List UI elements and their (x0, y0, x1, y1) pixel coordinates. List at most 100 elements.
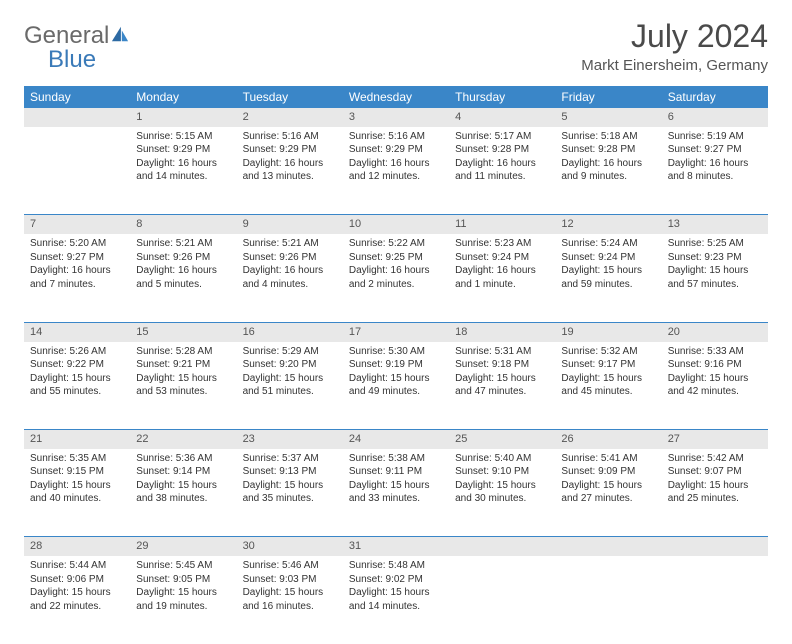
day-cell: Sunrise: 5:42 AMSunset: 9:07 PMDaylight:… (662, 449, 768, 537)
day-number: 25 (449, 430, 555, 449)
daylight-text: Daylight: 16 hours and 5 minutes. (136, 264, 230, 291)
day-number-row: 78910111213 (24, 215, 768, 234)
sunrise-text: Sunrise: 5:28 AM (136, 345, 230, 359)
day-number-row: 21222324252627 (24, 430, 768, 449)
day-cell: Sunrise: 5:26 AMSunset: 9:22 PMDaylight:… (24, 342, 130, 430)
sunset-text: Sunset: 9:28 PM (561, 143, 655, 157)
sunrise-text: Sunrise: 5:16 AM (349, 130, 443, 144)
calendar-table: Sunday Monday Tuesday Wednesday Thursday… (24, 86, 768, 644)
daylight-text: Daylight: 16 hours and 12 minutes. (349, 157, 443, 184)
day-cell: Sunrise: 5:40 AMSunset: 9:10 PMDaylight:… (449, 449, 555, 537)
sunset-text: Sunset: 9:15 PM (30, 465, 124, 479)
day-number: 26 (555, 430, 661, 449)
sunrise-text: Sunrise: 5:26 AM (30, 345, 124, 359)
sunrise-text: Sunrise: 5:36 AM (136, 452, 230, 466)
title-block: July 2024 Markt Einersheim, Germany (581, 18, 768, 74)
daylight-text: Daylight: 16 hours and 9 minutes. (561, 157, 655, 184)
daylight-text: Daylight: 15 hours and 22 minutes. (30, 586, 124, 613)
week-row: Sunrise: 5:35 AMSunset: 9:15 PMDaylight:… (24, 449, 768, 537)
sunrise-text: Sunrise: 5:19 AM (668, 130, 762, 144)
daylight-text: Daylight: 15 hours and 45 minutes. (561, 372, 655, 399)
day-cell: Sunrise: 5:29 AMSunset: 9:20 PMDaylight:… (237, 342, 343, 430)
day-cell: Sunrise: 5:36 AMSunset: 9:14 PMDaylight:… (130, 449, 236, 537)
daylight-text: Daylight: 15 hours and 51 minutes. (243, 372, 337, 399)
daylight-text: Daylight: 16 hours and 14 minutes. (136, 157, 230, 184)
daylight-text: Daylight: 15 hours and 33 minutes. (349, 479, 443, 506)
daylight-text: Daylight: 15 hours and 30 minutes. (455, 479, 549, 506)
day-cell: Sunrise: 5:44 AMSunset: 9:06 PMDaylight:… (24, 556, 130, 644)
sunrise-text: Sunrise: 5:22 AM (349, 237, 443, 251)
day-cell: Sunrise: 5:37 AMSunset: 9:13 PMDaylight:… (237, 449, 343, 537)
day-number: 22 (130, 430, 236, 449)
week-row: Sunrise: 5:15 AMSunset: 9:29 PMDaylight:… (24, 127, 768, 215)
sunrise-text: Sunrise: 5:24 AM (561, 237, 655, 251)
sunset-text: Sunset: 9:09 PM (561, 465, 655, 479)
day-cell: Sunrise: 5:48 AMSunset: 9:02 PMDaylight:… (343, 556, 449, 644)
day-cell: Sunrise: 5:41 AMSunset: 9:09 PMDaylight:… (555, 449, 661, 537)
sunset-text: Sunset: 9:20 PM (243, 358, 337, 372)
sunrise-text: Sunrise: 5:17 AM (455, 130, 549, 144)
sunset-text: Sunset: 9:03 PM (243, 573, 337, 587)
daylight-text: Daylight: 15 hours and 40 minutes. (30, 479, 124, 506)
daylight-text: Daylight: 15 hours and 57 minutes. (668, 264, 762, 291)
day-number (24, 108, 130, 127)
sunrise-text: Sunrise: 5:42 AM (668, 452, 762, 466)
day-number: 16 (237, 323, 343, 342)
day-header: Thursday (449, 86, 555, 108)
sunset-text: Sunset: 9:19 PM (349, 358, 443, 372)
daylight-text: Daylight: 15 hours and 27 minutes. (561, 479, 655, 506)
day-number: 15 (130, 323, 236, 342)
day-cell: Sunrise: 5:21 AMSunset: 9:26 PMDaylight:… (237, 234, 343, 322)
day-number: 14 (24, 323, 130, 342)
day-header-row: Sunday Monday Tuesday Wednesday Thursday… (24, 86, 768, 108)
day-cell: Sunrise: 5:46 AMSunset: 9:03 PMDaylight:… (237, 556, 343, 644)
sunset-text: Sunset: 9:05 PM (136, 573, 230, 587)
day-number-row: 14151617181920 (24, 323, 768, 342)
day-number: 12 (555, 215, 661, 234)
day-cell: Sunrise: 5:31 AMSunset: 9:18 PMDaylight:… (449, 342, 555, 430)
day-number-row: 28293031 (24, 537, 768, 556)
day-number: 8 (130, 215, 236, 234)
sunset-text: Sunset: 9:18 PM (455, 358, 549, 372)
daylight-text: Daylight: 15 hours and 53 minutes. (136, 372, 230, 399)
day-number: 17 (343, 323, 449, 342)
day-number: 10 (343, 215, 449, 234)
day-header: Friday (555, 86, 661, 108)
logo-text-general: General (24, 24, 109, 48)
day-cell: Sunrise: 5:16 AMSunset: 9:29 PMDaylight:… (237, 127, 343, 215)
day-header: Sunday (24, 86, 130, 108)
sunrise-text: Sunrise: 5:31 AM (455, 345, 549, 359)
sunset-text: Sunset: 9:06 PM (30, 573, 124, 587)
logo-text-blue: Blue (48, 46, 96, 73)
day-header: Wednesday (343, 86, 449, 108)
day-cell: Sunrise: 5:35 AMSunset: 9:15 PMDaylight:… (24, 449, 130, 537)
day-header: Monday (130, 86, 236, 108)
sunrise-text: Sunrise: 5:25 AM (668, 237, 762, 251)
sunrise-text: Sunrise: 5:40 AM (455, 452, 549, 466)
day-number: 7 (24, 215, 130, 234)
sunset-text: Sunset: 9:23 PM (668, 251, 762, 265)
sunset-text: Sunset: 9:27 PM (30, 251, 124, 265)
day-number: 11 (449, 215, 555, 234)
day-number: 21 (24, 430, 130, 449)
sunset-text: Sunset: 9:29 PM (349, 143, 443, 157)
week-row: Sunrise: 5:20 AMSunset: 9:27 PM Daylight:… (24, 234, 768, 322)
daylight-text: Daylight: 16 hours and 4 minutes. (243, 264, 337, 291)
sunset-text: Sunset: 9:17 PM (561, 358, 655, 372)
sunrise-text: Sunrise: 5:35 AM (30, 452, 124, 466)
day-cell (662, 556, 768, 644)
daylight-text: Daylight: 15 hours and 19 minutes. (136, 586, 230, 613)
sunrise-text: Sunrise: 5:32 AM (561, 345, 655, 359)
day-number: 20 (662, 323, 768, 342)
day-cell: Sunrise: 5:23 AMSunset: 9:24 PMDaylight:… (449, 234, 555, 322)
day-cell: Sunrise: 5:32 AMSunset: 9:17 PMDaylight:… (555, 342, 661, 430)
sunset-text: Sunset: 9:16 PM (668, 358, 762, 372)
day-number (449, 537, 555, 556)
sunrise-text: Sunrise: 5:29 AM (243, 345, 337, 359)
day-number: 29 (130, 537, 236, 556)
day-number: 24 (343, 430, 449, 449)
sunrise-text: Sunrise: 5:20 AM (30, 237, 124, 251)
day-cell: Sunrise: 5:18 AMSunset: 9:28 PMDaylight:… (555, 127, 661, 215)
sunset-text: Sunset: 9:26 PM (243, 251, 337, 265)
sunset-text: Sunset: 9:21 PM (136, 358, 230, 372)
